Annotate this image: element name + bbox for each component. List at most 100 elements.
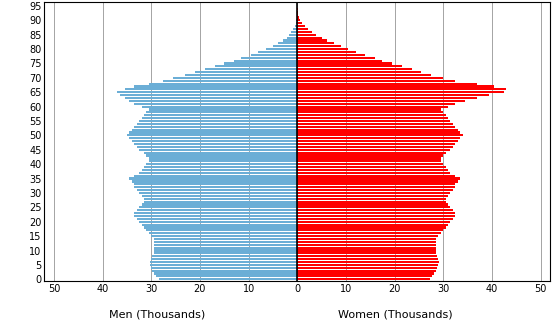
Bar [142,169,298,171]
Bar [149,160,298,162]
Bar [298,126,455,128]
Bar [134,175,298,177]
Bar [291,31,298,33]
Bar [298,278,430,280]
Bar [134,215,298,217]
Bar [298,275,432,277]
Bar [298,151,446,154]
Bar [298,39,327,42]
Bar [298,31,312,33]
Bar [298,114,446,116]
Bar [137,146,298,148]
Bar [154,249,298,252]
Bar [298,57,375,59]
Bar [298,83,477,85]
Bar [119,94,298,96]
Bar [298,163,443,165]
Bar [150,264,298,266]
Bar [132,180,298,182]
Bar [298,85,494,88]
Bar [298,261,439,263]
Bar [152,267,298,269]
Bar [298,264,439,266]
Bar [298,143,455,145]
Bar [298,160,441,162]
Bar [298,45,341,47]
Bar [156,275,298,277]
Bar [273,45,298,47]
Bar [298,232,441,234]
Bar [132,129,298,131]
Bar [147,163,298,165]
Bar [117,91,298,93]
Bar [298,120,451,122]
Bar [142,117,298,119]
Bar [298,215,455,217]
Bar [298,206,451,208]
Bar [298,172,451,174]
Bar [149,232,298,234]
Bar [298,134,463,137]
Bar [134,103,298,105]
Bar [298,149,451,151]
Bar [298,51,356,53]
Bar [295,25,298,27]
Text: Women (Thousands): Women (Thousands) [338,310,453,320]
Bar [129,178,298,180]
Bar [241,57,298,59]
Bar [154,272,298,275]
Bar [298,166,446,168]
Bar [298,16,299,18]
Bar [298,88,507,90]
Bar [137,209,298,211]
Bar [142,203,298,205]
Bar [298,137,460,139]
Bar [129,100,298,102]
Bar [154,246,298,249]
Bar [298,235,439,237]
Bar [225,62,298,65]
Bar [298,71,421,73]
Bar [298,272,435,275]
Bar [298,146,453,148]
Bar [298,154,443,157]
Bar [298,192,451,194]
Bar [298,175,455,177]
Bar [298,109,441,110]
Bar [298,270,436,272]
Bar [298,94,489,96]
Bar [139,206,298,208]
Bar [298,169,448,171]
Bar [298,22,302,24]
Bar [129,131,298,134]
Bar [298,238,436,240]
Bar [298,195,448,197]
Bar [144,114,298,116]
Bar [298,48,348,50]
Bar [298,209,453,211]
Bar [298,123,453,125]
Bar [150,261,298,263]
Bar [142,195,298,197]
Bar [298,54,366,56]
Bar [144,151,298,154]
Bar [134,186,298,188]
Bar [293,28,298,30]
Bar [129,137,298,139]
Bar [265,48,298,50]
Bar [298,140,458,142]
Bar [185,74,298,76]
Bar [298,68,411,70]
Bar [137,218,298,220]
Bar [139,172,298,174]
Bar [298,65,402,68]
Bar [159,278,298,280]
Bar [234,59,298,62]
Bar [205,68,298,70]
Bar [139,120,298,122]
Text: Men (Thousands): Men (Thousands) [109,310,206,320]
Bar [289,34,298,36]
Bar [147,229,298,232]
Bar [298,203,448,205]
Bar [298,117,448,119]
